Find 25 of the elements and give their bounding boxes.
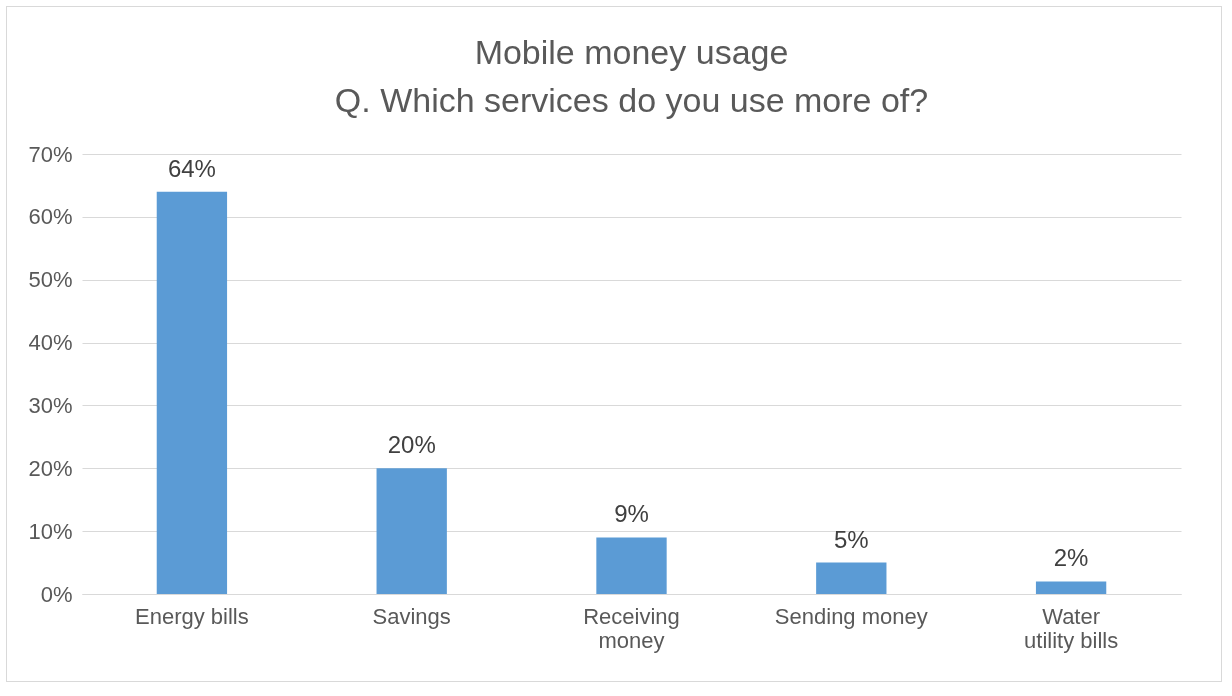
y-tick-label: 60% <box>28 204 73 230</box>
chart-title: Mobile money usage <box>474 33 789 71</box>
data-label: 2% <box>1053 544 1089 572</box>
bar <box>816 562 887 594</box>
bar <box>596 537 667 594</box>
y-tick-label: 10% <box>28 518 73 544</box>
bar <box>1035 581 1107 594</box>
x-tick-label: Sending money <box>774 603 928 629</box>
data-label: 5% <box>833 525 869 553</box>
bar <box>156 191 228 594</box>
data-label: 20% <box>387 431 436 459</box>
chart-subtitle: Q. Which services do you use more of? <box>334 81 929 119</box>
y-tick-label: 40% <box>28 330 73 356</box>
y-tick-label: 50% <box>28 267 73 293</box>
x-tick-label: Savings <box>372 603 451 629</box>
y-tick-label: 0% <box>40 581 73 607</box>
data-label: 64% <box>167 154 216 182</box>
y-tick-label: 30% <box>28 392 73 418</box>
data-label: 9% <box>614 500 649 528</box>
bar <box>376 468 447 594</box>
x-tick-label: Water utility bills <box>1024 603 1119 653</box>
x-tick-label: Energy bills <box>135 603 249 629</box>
y-tick-label: 20% <box>28 455 73 481</box>
y-tick-label: 70% <box>28 141 73 167</box>
x-tick-label: Receiving money <box>583 603 680 653</box>
